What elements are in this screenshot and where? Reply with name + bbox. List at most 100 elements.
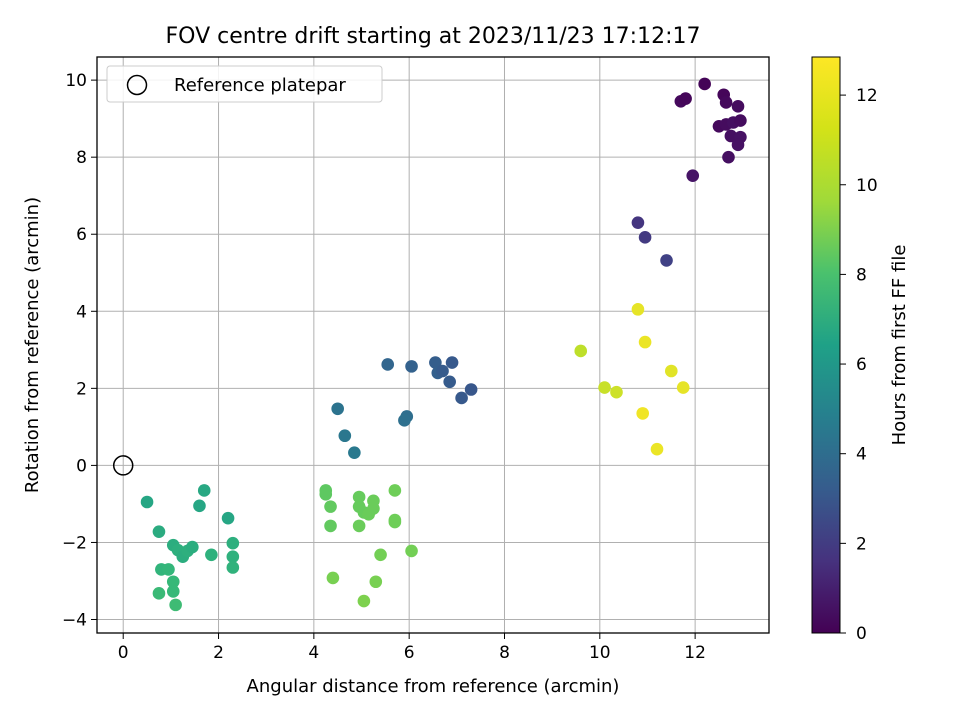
x-tick-label: 0: [118, 643, 129, 663]
data-point: [152, 525, 166, 538]
data-point: [443, 375, 456, 389]
data-point: [388, 515, 402, 529]
y-tick-label: −4: [62, 611, 87, 631]
legend-label: Reference platepar: [174, 75, 346, 96]
data-point: [398, 414, 411, 427]
data-point: [319, 487, 333, 501]
colorbar-tick-label: 8: [856, 265, 867, 285]
data-point: [638, 335, 652, 349]
x-tick-label: 10: [589, 643, 611, 663]
data-point: [638, 231, 652, 244]
data-point: [679, 92, 692, 105]
y-tick-label: 6: [76, 225, 87, 245]
data-point: [660, 254, 673, 267]
data-point: [598, 381, 611, 394]
colorbar-tick-label: 2: [856, 534, 867, 554]
data-point: [226, 550, 240, 564]
y-axis-label: Rotation from reference (arcmin): [22, 197, 43, 493]
data-point: [357, 594, 371, 608]
data-point: [169, 598, 182, 612]
data-points: [140, 77, 747, 612]
data-point: [731, 100, 745, 113]
y-tick-label: 10: [65, 71, 87, 91]
x-axis-ticks: 0 2 4 6 8 10 12: [118, 633, 706, 663]
data-point: [374, 548, 387, 562]
y-axis-ticks: −4 −2 0 2 4 6 8 10: [62, 71, 97, 631]
data-point: [436, 364, 449, 378]
data-point: [698, 77, 711, 91]
colorbar-tick-label: 0: [856, 624, 867, 644]
data-point: [221, 511, 235, 525]
data-point: [324, 519, 337, 533]
reference-marker: [112, 455, 134, 476]
data-point: [574, 344, 588, 358]
data-point: [226, 561, 240, 574]
data-point: [186, 540, 199, 554]
legend-marker-icon: [126, 74, 148, 96]
data-point: [369, 575, 383, 589]
y-tick-label: −2: [62, 533, 87, 553]
plot-frame: [96, 56, 770, 634]
data-point: [324, 500, 337, 513]
y-tick-label: 0: [76, 456, 87, 476]
data-point: [631, 216, 645, 229]
x-tick-label: 6: [404, 643, 415, 663]
data-point: [326, 571, 340, 585]
data-point: [338, 429, 352, 443]
colorbar-tick-label: 4: [856, 445, 867, 465]
data-point: [166, 575, 180, 589]
data-point: [348, 446, 361, 459]
chart-title: FOV centre drift starting at 2023/11/23 …: [166, 24, 701, 49]
data-point: [140, 495, 154, 509]
data-point: [722, 150, 735, 164]
data-point: [676, 381, 690, 394]
data-point: [205, 548, 218, 562]
legend: Reference platepar: [106, 65, 383, 103]
data-point: [445, 356, 459, 369]
colorbar-tick-label: 10: [856, 176, 878, 196]
data-point: [331, 402, 344, 416]
data-point: [429, 356, 442, 369]
x-tick-label: 12: [684, 643, 706, 663]
data-point: [352, 519, 366, 533]
data-point: [664, 364, 678, 378]
data-point: [686, 169, 700, 182]
x-tick-label: 8: [499, 643, 510, 663]
x-tick-label: 4: [308, 643, 319, 663]
data-point: [610, 385, 623, 399]
y-tick-label: 4: [76, 302, 87, 322]
y-tick-label: 8: [76, 148, 87, 168]
data-point: [724, 129, 738, 143]
data-point: [381, 358, 395, 371]
data-point: [464, 383, 478, 396]
grid-lines: [97, 57, 769, 633]
data-point: [405, 544, 418, 558]
x-tick-label: 2: [213, 643, 224, 663]
data-point: [636, 407, 650, 420]
data-point: [650, 442, 664, 456]
data-point: [455, 391, 468, 405]
data-point: [162, 563, 175, 576]
legend-box: [106, 65, 383, 103]
data-point: [166, 585, 180, 598]
data-point: [193, 499, 206, 513]
colorbar-ticks: 0 2 4 6 8 10 12: [840, 86, 878, 644]
data-point: [405, 360, 418, 373]
data-point: [197, 484, 211, 497]
colorbar-label: Hours from first FF file: [889, 245, 910, 446]
data-point: [352, 490, 366, 504]
data-point: [388, 484, 402, 497]
data-point: [631, 303, 645, 316]
colorbar: [811, 56, 841, 634]
data-point: [719, 96, 733, 109]
colorbar-tick-label: 6: [856, 355, 867, 375]
data-point: [731, 138, 745, 152]
data-point: [152, 587, 166, 600]
x-axis-label: Angular distance from reference (arcmin): [247, 676, 620, 697]
y-tick-label: 2: [76, 379, 87, 399]
data-point: [226, 536, 240, 550]
data-point: [367, 502, 380, 515]
colorbar-tick-label: 12: [856, 86, 878, 106]
data-point: [734, 114, 747, 127]
